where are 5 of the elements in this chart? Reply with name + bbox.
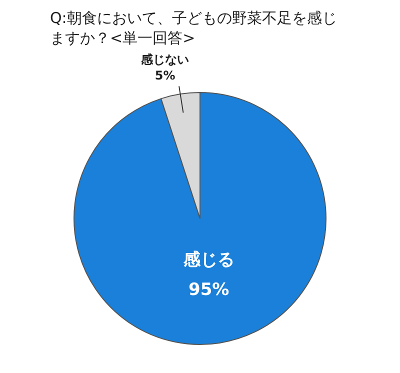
slice-label: 感じる [182,250,234,270]
chart-title: Q:朝食において、子どもの野菜不足を感じますか？<単一回答> [50,8,338,48]
slice-label: 感じない [140,52,190,66]
data-label: 5% [154,68,176,82]
data-label: 95% [188,280,230,300]
